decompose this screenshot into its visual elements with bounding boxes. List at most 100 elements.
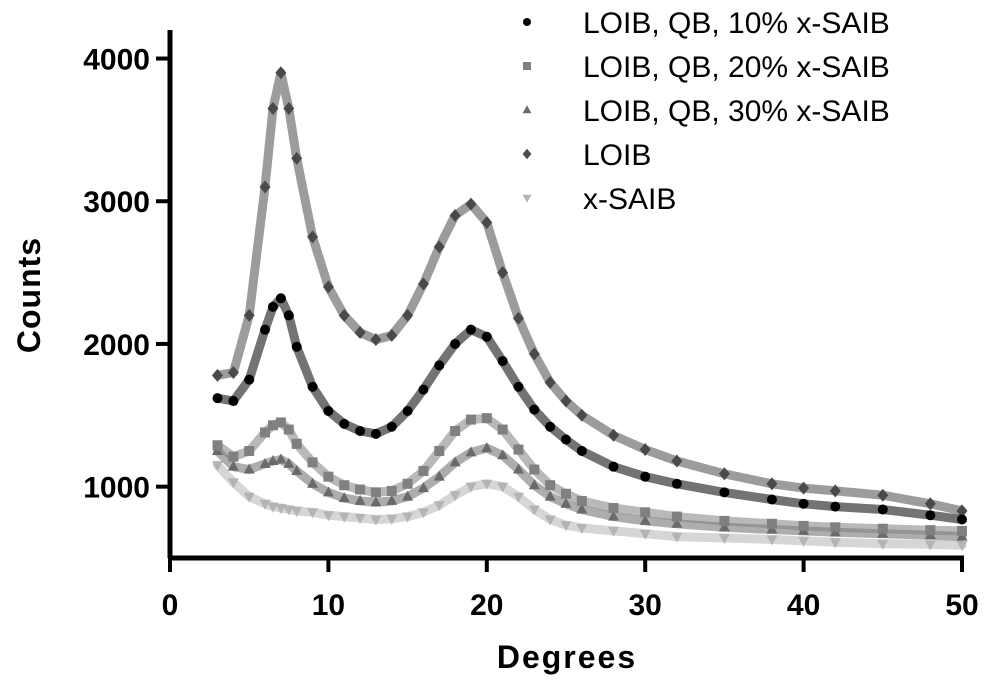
x-tick-label: 20 (470, 589, 503, 622)
legend-marker (522, 148, 532, 160)
data-point (283, 310, 294, 321)
data-point (766, 494, 777, 505)
data-point (512, 463, 524, 474)
data-point (370, 496, 382, 507)
data-point (212, 368, 224, 382)
data-point (497, 482, 509, 493)
data-point (275, 417, 286, 428)
x-tick-label: 40 (787, 589, 820, 622)
data-point (322, 511, 334, 522)
data-point (259, 457, 271, 468)
x-tick-label: 50 (945, 589, 978, 622)
data-point (244, 445, 255, 456)
data-point (513, 381, 524, 392)
data-point (497, 449, 509, 460)
data-point (228, 396, 239, 407)
legend-marker (522, 194, 532, 203)
data-point (481, 331, 492, 342)
data-point (370, 487, 381, 498)
x-axis-title: Degrees (497, 639, 637, 675)
data-point (924, 540, 936, 551)
data-point (671, 454, 683, 468)
data-point (434, 360, 445, 371)
data-point (718, 534, 730, 545)
data-point (322, 486, 334, 497)
data-point (433, 240, 445, 254)
y-tick-label: 3000 (83, 186, 150, 219)
data-point (545, 480, 556, 491)
data-point (877, 504, 888, 515)
data-point (434, 445, 445, 456)
data-point (576, 495, 587, 506)
data-point (212, 461, 224, 472)
data-point (449, 491, 461, 502)
data-point (561, 434, 571, 445)
series-2 (212, 413, 967, 536)
legend-label: LOIB, QB, 20% x-SAIB (583, 51, 890, 84)
data-point (267, 502, 279, 513)
legend-item: LOIB, QB, 10% x-SAIB (523, 7, 890, 40)
data-point (283, 505, 295, 516)
y-axis-ticks: 1000 2000 3000 4000 (83, 44, 170, 505)
data-point (639, 514, 651, 525)
data-point (639, 443, 651, 457)
data-point (267, 420, 278, 431)
data-point (830, 522, 841, 533)
data-point (433, 470, 445, 481)
data-point (402, 406, 413, 417)
legend-label: LOIB (583, 139, 651, 172)
data-point (640, 471, 651, 482)
data-point (956, 541, 968, 552)
data-point (481, 442, 493, 453)
data-point (640, 507, 651, 518)
data-point (322, 280, 334, 294)
data-point (212, 440, 223, 451)
data-point (386, 494, 398, 505)
data-point (576, 524, 588, 535)
data-point (719, 487, 730, 498)
data-point (877, 488, 889, 502)
data-point (957, 525, 967, 536)
data-point (243, 463, 255, 474)
y-axis-title: Counts (11, 237, 47, 353)
data-point (497, 356, 508, 367)
data-point (465, 446, 477, 457)
data-point (465, 414, 476, 425)
data-point (956, 504, 968, 518)
legend-label: x-SAIB (583, 183, 676, 216)
data-point (529, 404, 540, 415)
x-tick-label: 30 (629, 589, 662, 622)
data-point (386, 514, 398, 525)
series-5 (212, 460, 968, 552)
data-point (465, 197, 477, 211)
data-point (227, 365, 239, 379)
data-point (433, 501, 445, 512)
data-point (275, 453, 287, 464)
y-tick-label: 1000 (83, 472, 150, 505)
data-point (291, 151, 303, 165)
data-point (227, 460, 239, 471)
data-point (275, 504, 287, 515)
data-point (671, 478, 682, 489)
data-point (608, 510, 620, 521)
data-point (798, 481, 810, 495)
data-point (924, 497, 936, 511)
data-point (267, 301, 278, 312)
data-point (291, 341, 302, 352)
data-point (267, 101, 279, 115)
legend-item: LOIB, QB, 30% x-SAIB (522, 95, 890, 128)
data-point (402, 478, 413, 489)
data-point (449, 456, 461, 467)
data-point (829, 484, 841, 498)
legend-label: LOIB, QB, 10% x-SAIB (583, 7, 890, 40)
data-point (402, 490, 414, 501)
data-point (925, 510, 936, 521)
data-point (283, 457, 295, 468)
data-point (450, 425, 461, 436)
data-point (323, 471, 334, 482)
data-point (671, 511, 682, 522)
data-point (402, 308, 414, 322)
data-point (497, 424, 508, 435)
data-point (576, 408, 588, 422)
